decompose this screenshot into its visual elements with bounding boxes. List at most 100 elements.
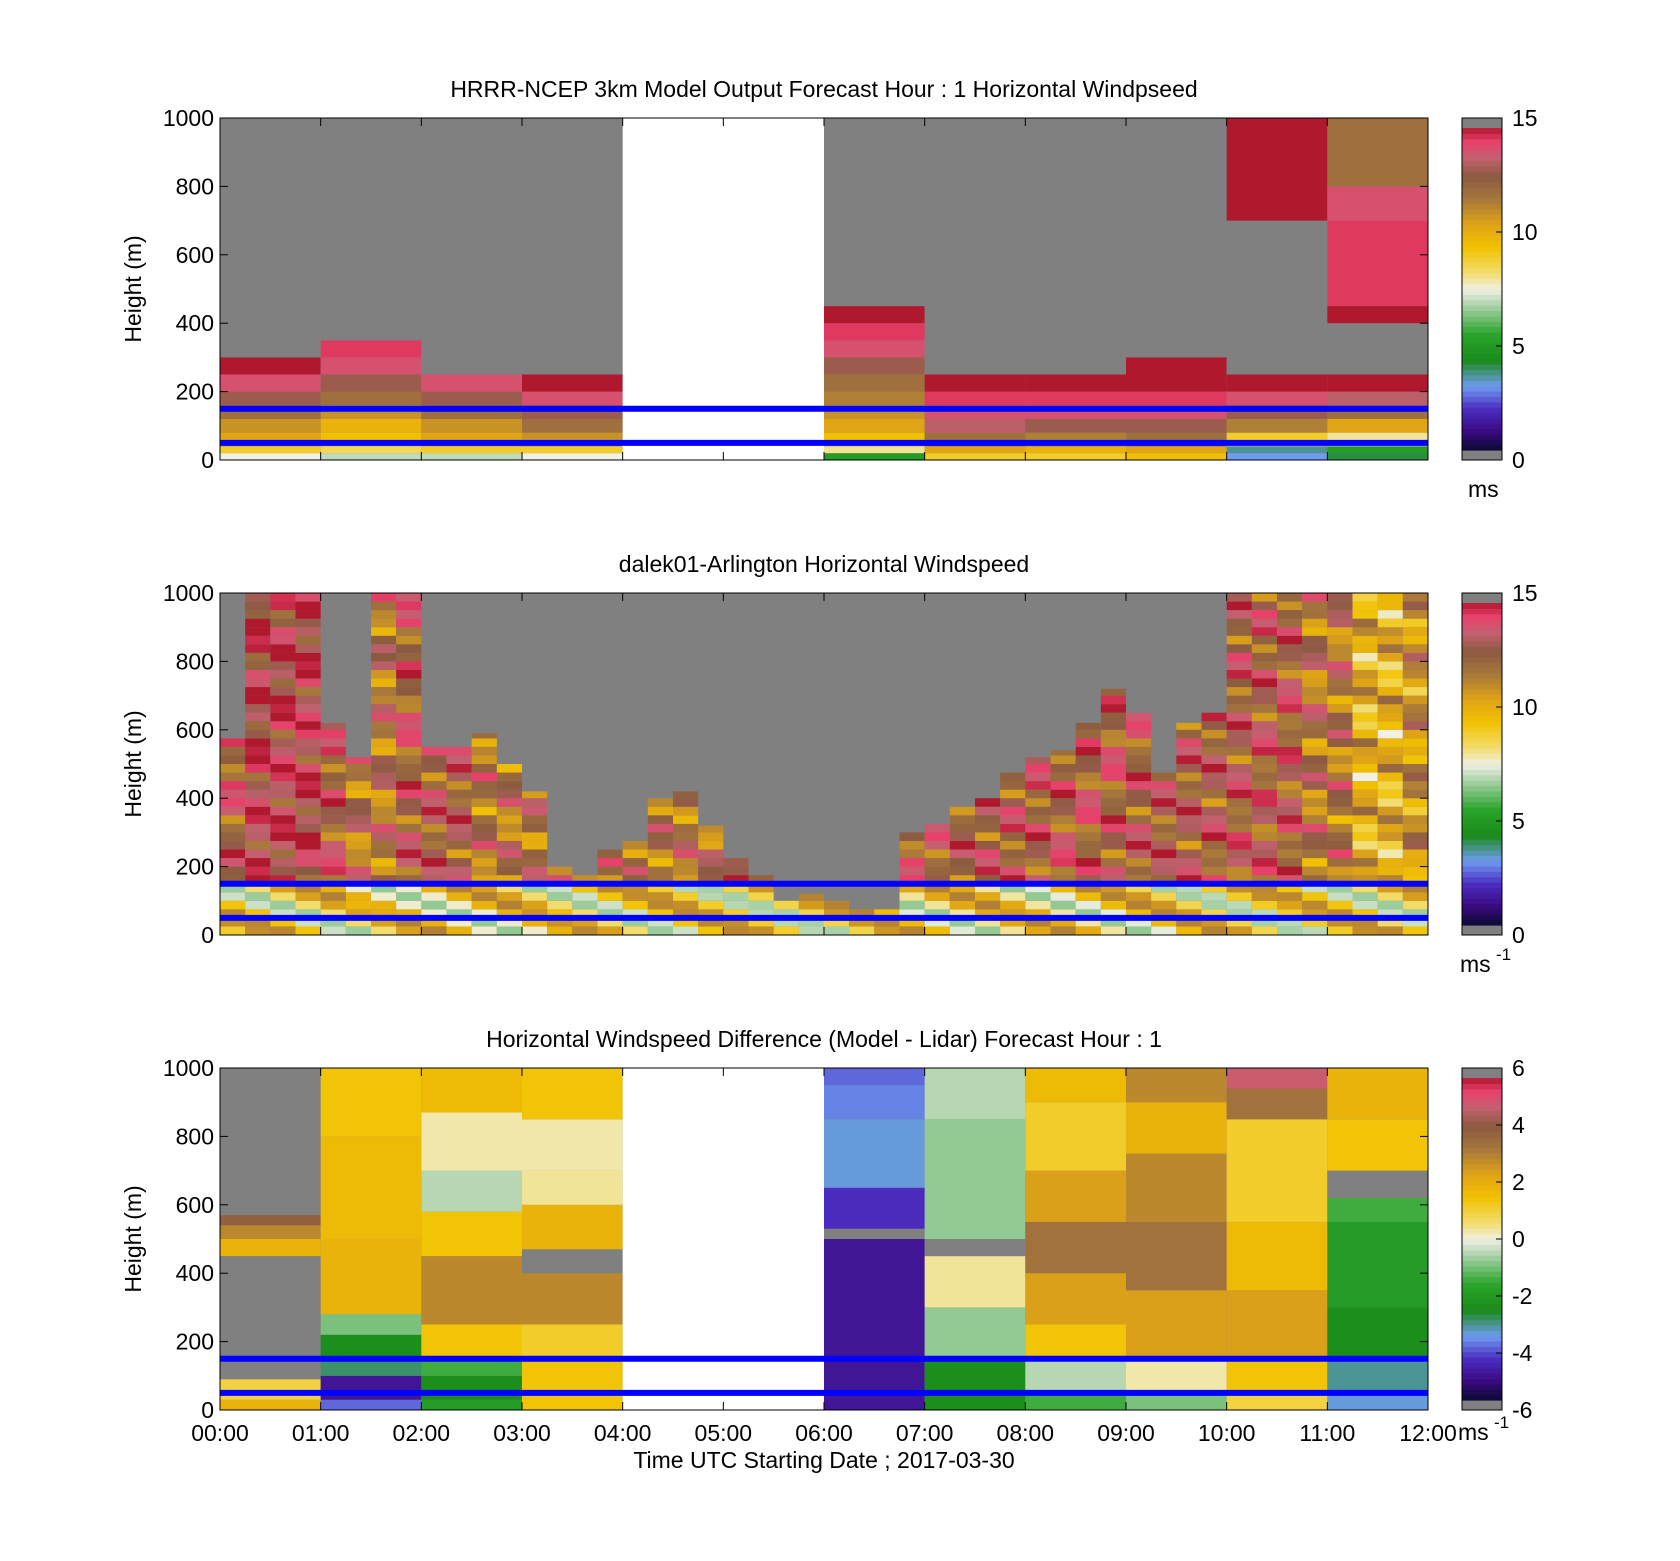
- heatmap-cell: [1176, 926, 1202, 935]
- heatmap-cell: [345, 883, 371, 893]
- heatmap-cell: [924, 453, 1026, 460]
- heatmap-cell: [647, 866, 673, 876]
- heatmap-cell: [949, 900, 975, 910]
- heatmap-cell: [522, 1324, 623, 1359]
- heatmap-cell: [1100, 900, 1126, 910]
- colorbar-tick-label: 2: [1512, 1169, 1525, 1195]
- heatmap-cell: [396, 789, 422, 799]
- heatmap-cell: [396, 652, 422, 662]
- heatmap-cell: [1327, 374, 1428, 392]
- heatmap-cell: [949, 875, 975, 884]
- heatmap-cell: [245, 687, 271, 696]
- heatmap-cell: [1025, 118, 1126, 375]
- colorbar-swatch: [1462, 1303, 1502, 1310]
- colorbar-swatch: [1462, 138, 1502, 145]
- colorbar-tick-label: 15: [1512, 580, 1538, 606]
- heatmap-cell: [975, 892, 1001, 901]
- colorbar-swatch: [1462, 1083, 1502, 1090]
- colorbar-swatch: [1462, 769, 1502, 776]
- heatmap-cell: [673, 875, 699, 884]
- heatmap-cell: [295, 652, 321, 662]
- x-tick-label: 10:00: [1198, 1420, 1256, 1446]
- heatmap-cell: [924, 823, 950, 833]
- heatmap-cell: [446, 789, 472, 799]
- heatmap-cell: [1327, 418, 1428, 433]
- heatmap-cell: [1000, 926, 1026, 935]
- heatmap-cell: [673, 909, 699, 918]
- heatmap-cell: [1226, 627, 1252, 636]
- heatmap-cell: [396, 781, 422, 790]
- heatmap-cell: [1377, 738, 1403, 747]
- heatmap-cell: [1327, 391, 1428, 406]
- heatmap-cell: [1226, 866, 1252, 876]
- heatmap-cell: [1251, 926, 1277, 935]
- heatmap-cell: [1327, 806, 1353, 816]
- heatmap-cell: [1025, 781, 1051, 790]
- heatmap-cell: [371, 909, 397, 918]
- heatmap-cell: [1377, 789, 1403, 799]
- heatmap-cell: [345, 823, 371, 833]
- colorbar-swatch: [1462, 1120, 1502, 1127]
- heatmap-cell: [924, 926, 950, 935]
- colorbar-swatch: [1462, 1394, 1502, 1401]
- colorbar-over: [1462, 1068, 1502, 1078]
- heatmap-cell: [1201, 840, 1227, 850]
- heatmap-cell: [1327, 858, 1353, 867]
- colorbar-swatch: [1462, 678, 1502, 685]
- heatmap-cell: [1251, 798, 1277, 807]
- heatmap-cell: [522, 866, 548, 876]
- heatmap-cell: [748, 917, 774, 927]
- heatmap-cell: [295, 832, 321, 841]
- heatmap-cell: [1302, 858, 1328, 867]
- heatmap-cell: [522, 840, 548, 850]
- heatmap-cell: [1050, 849, 1076, 859]
- heatmap-cell: [1352, 755, 1378, 764]
- heatmap-cell: [1327, 118, 1428, 187]
- heatmap-cell: [673, 849, 699, 859]
- heatmap-cell: [798, 900, 824, 910]
- reference-lines: [220, 405, 1428, 446]
- colorbar-swatch: [1462, 1137, 1502, 1143]
- heatmap-cell: [1201, 746, 1227, 756]
- heatmap-cell: [1075, 917, 1101, 927]
- heatmap-cell: [1277, 755, 1303, 764]
- heatmap-cell: [396, 883, 422, 893]
- heatmap-cell: [1377, 798, 1403, 807]
- heatmap-cell: [1226, 618, 1252, 628]
- heatmap-cell: [1176, 892, 1202, 901]
- heatmap-cell: [1025, 453, 1126, 460]
- heatmap-cell: [1377, 806, 1403, 816]
- heatmap-cell: [1402, 789, 1428, 799]
- heatmap-cell: [597, 892, 623, 901]
- heatmap-cell: [1025, 892, 1051, 901]
- heatmap-cell: [1100, 926, 1126, 935]
- heatmap-cell: [1100, 832, 1126, 841]
- heatmap-cell: [220, 391, 321, 406]
- heatmap-cell: [295, 909, 321, 918]
- colorbar-swatch: [1462, 817, 1502, 824]
- heatmap-cell: [471, 746, 497, 756]
- colorbar-swatch: [1462, 262, 1502, 269]
- heatmap-cell: [396, 746, 422, 756]
- heatmap-cell: [471, 806, 497, 816]
- heatmap-cell: [1025, 1170, 1126, 1222]
- heatmap-cell: [421, 1256, 522, 1325]
- heatmap-cell: [1000, 858, 1026, 867]
- heatmap-cell: [1377, 687, 1403, 696]
- colorbar-swatch: [1462, 428, 1502, 435]
- heatmap-cell: [270, 635, 296, 645]
- heatmap-cell: [295, 627, 321, 636]
- heatmap-cell: [522, 823, 548, 833]
- heatmap-cell: [1050, 883, 1076, 893]
- heatmap-cell: [245, 601, 271, 611]
- heatmap-cell: [1327, 1358, 1428, 1393]
- x-axis-label: Time UTC Starting Date ; 2017-03-30: [633, 1447, 1014, 1473]
- colorbar-swatch: [1462, 1271, 1502, 1278]
- heatmap-cell: [421, 917, 447, 927]
- heatmap-cell: [496, 900, 522, 910]
- heatmap-cell: [446, 900, 472, 910]
- colorbar-swatch: [1462, 348, 1502, 354]
- heatmap-cell: [220, 823, 246, 833]
- heatmap-cell: [522, 849, 548, 859]
- heatmap-cell: [924, 1256, 1026, 1308]
